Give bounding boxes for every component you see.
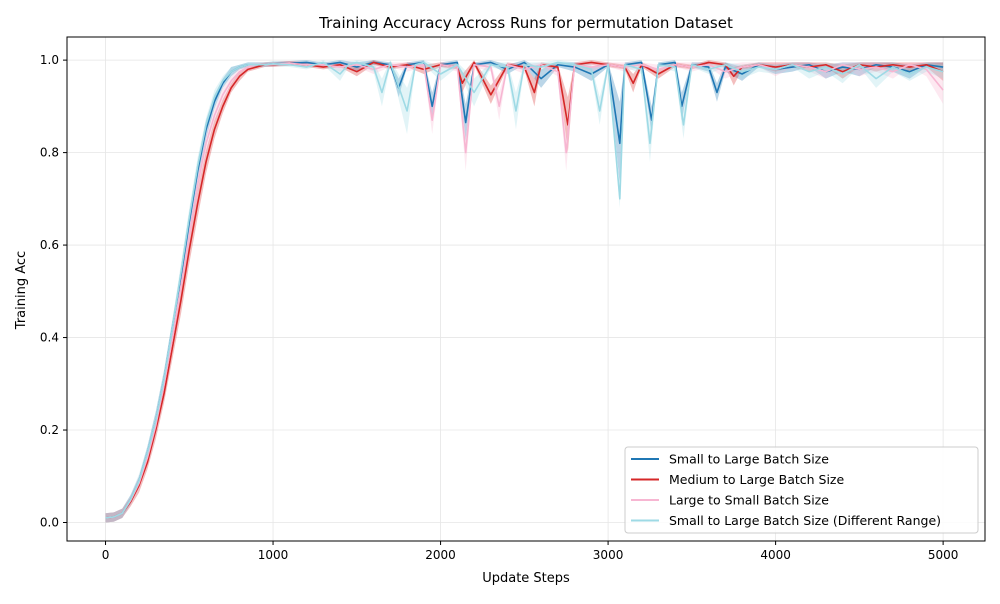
legend: Small to Large Batch Size Medium to Large…: [624, 446, 979, 534]
x-tick-label: 2000: [425, 548, 456, 562]
axis-ticks: 0 1000 2000 3000 4000 5000 0.0 0.2 0.4 0.6 0.8 1.0: [40, 53, 958, 562]
y-tick-label: 1.0: [40, 53, 59, 67]
legend-label-0: Small to Large Batch Size: [669, 452, 829, 467]
plot-frame: [66, 36, 986, 542]
x-tick-label: 5000: [928, 548, 959, 562]
y-tick-label: 0.4: [40, 331, 59, 345]
legend-label-1: Medium to Large Batch Size: [669, 472, 844, 487]
x-tick-label: 3000: [593, 548, 624, 562]
y-tick-label: 0.6: [40, 238, 59, 252]
y-tick-label: 0.8: [40, 146, 59, 160]
legend-label-3: Small to Large Batch Size (Different Ran…: [669, 513, 941, 528]
series-line-3: [105, 61, 944, 519]
x-tick-label: 4000: [760, 548, 791, 562]
y-tick-label: 0.2: [40, 423, 59, 437]
y-tick-label: 0.0: [40, 516, 59, 530]
y-axis-label: Training Acc: [14, 251, 29, 330]
series-line-0: [105, 61, 944, 519]
series-lines: [105, 61, 944, 519]
x-tick-label: 0: [102, 548, 110, 562]
series-line-2: [105, 62, 944, 519]
x-axis-label: Update Steps: [482, 571, 570, 586]
legend-label-2: Large to Small Batch Size: [669, 493, 829, 508]
x-tick-label: 1000: [258, 548, 289, 562]
legend-box: [624, 446, 979, 534]
chart-title: Training Accuracy Across Runs for permut…: [318, 14, 733, 32]
